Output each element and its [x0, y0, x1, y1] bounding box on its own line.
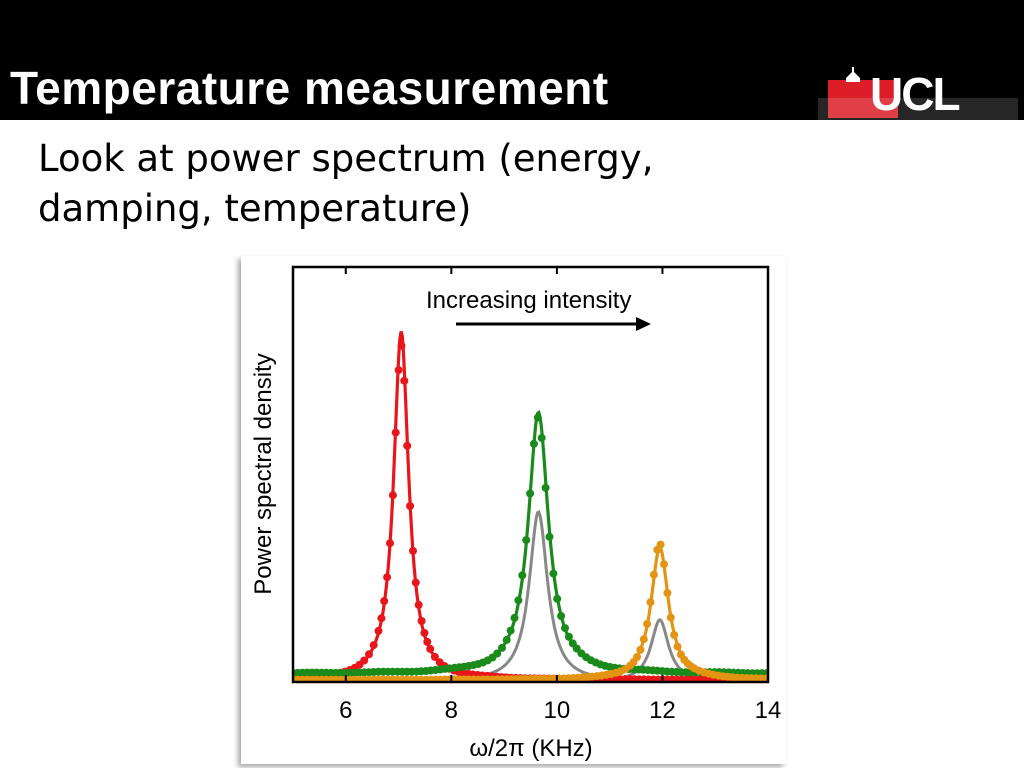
data-point: [388, 491, 397, 500]
data-point: [643, 619, 652, 628]
data-point: [761, 674, 768, 682]
data-point: [369, 641, 378, 650]
data-point: [394, 366, 403, 375]
data-point: [510, 613, 519, 622]
data-point: [365, 650, 373, 659]
data-point: [411, 578, 420, 587]
slide-subtitle: Look at power spectrum (energy, damping,…: [38, 134, 818, 234]
data-point: [386, 539, 394, 548]
data-point: [529, 439, 538, 448]
power-spectrum-chart: 6 8 10 12 14 Power spectral density ω/2π (KH…: [250, 265, 782, 762]
subtitle-line-2: damping, temperature): [38, 187, 472, 230]
arrow-right-icon: [456, 317, 651, 331]
data-point: [636, 645, 645, 654]
portico-icon: [846, 67, 860, 82]
data-point: [360, 656, 369, 665]
series-line: [293, 409, 768, 675]
data-point: [526, 489, 535, 498]
x-tick-label: 6: [339, 697, 352, 724]
data-point: [493, 649, 502, 658]
data-point: [380, 597, 389, 606]
data-point: [557, 612, 566, 620]
data-point: [549, 569, 558, 578]
data-point: [533, 413, 542, 422]
data-point: [663, 589, 672, 597]
header-bar: Temperature measurement UCL: [0, 0, 1024, 120]
data-point: [537, 433, 546, 442]
data-point: [420, 628, 429, 637]
data-point: [518, 571, 527, 580]
x-tick-label: 14: [755, 697, 782, 724]
annotation-text: Increasing intensity: [426, 287, 631, 314]
x-tick-label: 8: [445, 697, 458, 724]
x-tick-label: 10: [544, 697, 571, 724]
data-point: [403, 441, 412, 450]
data-point: [545, 532, 554, 541]
data-point: [633, 653, 641, 661]
subtitle-line-1: Look at power spectrum (energy,: [38, 137, 654, 180]
x-axis-label: ω/2π (KHz): [469, 735, 592, 762]
data-point: [502, 635, 511, 644]
data-point: [383, 573, 392, 582]
plot-frame: [291, 265, 770, 684]
data-point: [498, 643, 506, 652]
data-point: [423, 637, 432, 646]
data-point: [414, 600, 423, 609]
data-point: [391, 428, 400, 437]
data-point: [656, 540, 665, 549]
data-point: [541, 483, 550, 492]
data-point: [506, 626, 515, 635]
data-point: [673, 642, 682, 651]
x-tick-label: 12: [649, 697, 676, 724]
data-point: [639, 635, 648, 644]
data-point: [666, 613, 675, 622]
data-point: [374, 626, 383, 635]
series-line: [293, 510, 768, 682]
data-point: [670, 631, 679, 639]
data-point: [430, 652, 439, 661]
data-point: [522, 536, 531, 545]
data-point: [409, 546, 417, 555]
data-point: [400, 376, 409, 385]
data-point: [553, 594, 562, 603]
y-axis-label: Power spectral density: [250, 353, 277, 594]
data-point: [660, 560, 668, 569]
slide-title: Temperature measurement: [10, 62, 609, 114]
data-point: [646, 598, 655, 607]
data-point: [397, 341, 406, 350]
data-point: [406, 502, 415, 510]
data-point: [561, 624, 569, 633]
data-point: [377, 614, 386, 623]
data-point: [514, 596, 523, 605]
data-point: [426, 644, 435, 653]
data-point: [564, 632, 573, 641]
chart-figure: 6 8 10 12 14 Power spectral density ω/2π (KH…: [241, 256, 786, 764]
data-point: [417, 617, 426, 625]
logo-text: UCL: [870, 68, 959, 120]
data-point: [649, 570, 658, 579]
ucl-logo: UCL: [818, 67, 1018, 120]
